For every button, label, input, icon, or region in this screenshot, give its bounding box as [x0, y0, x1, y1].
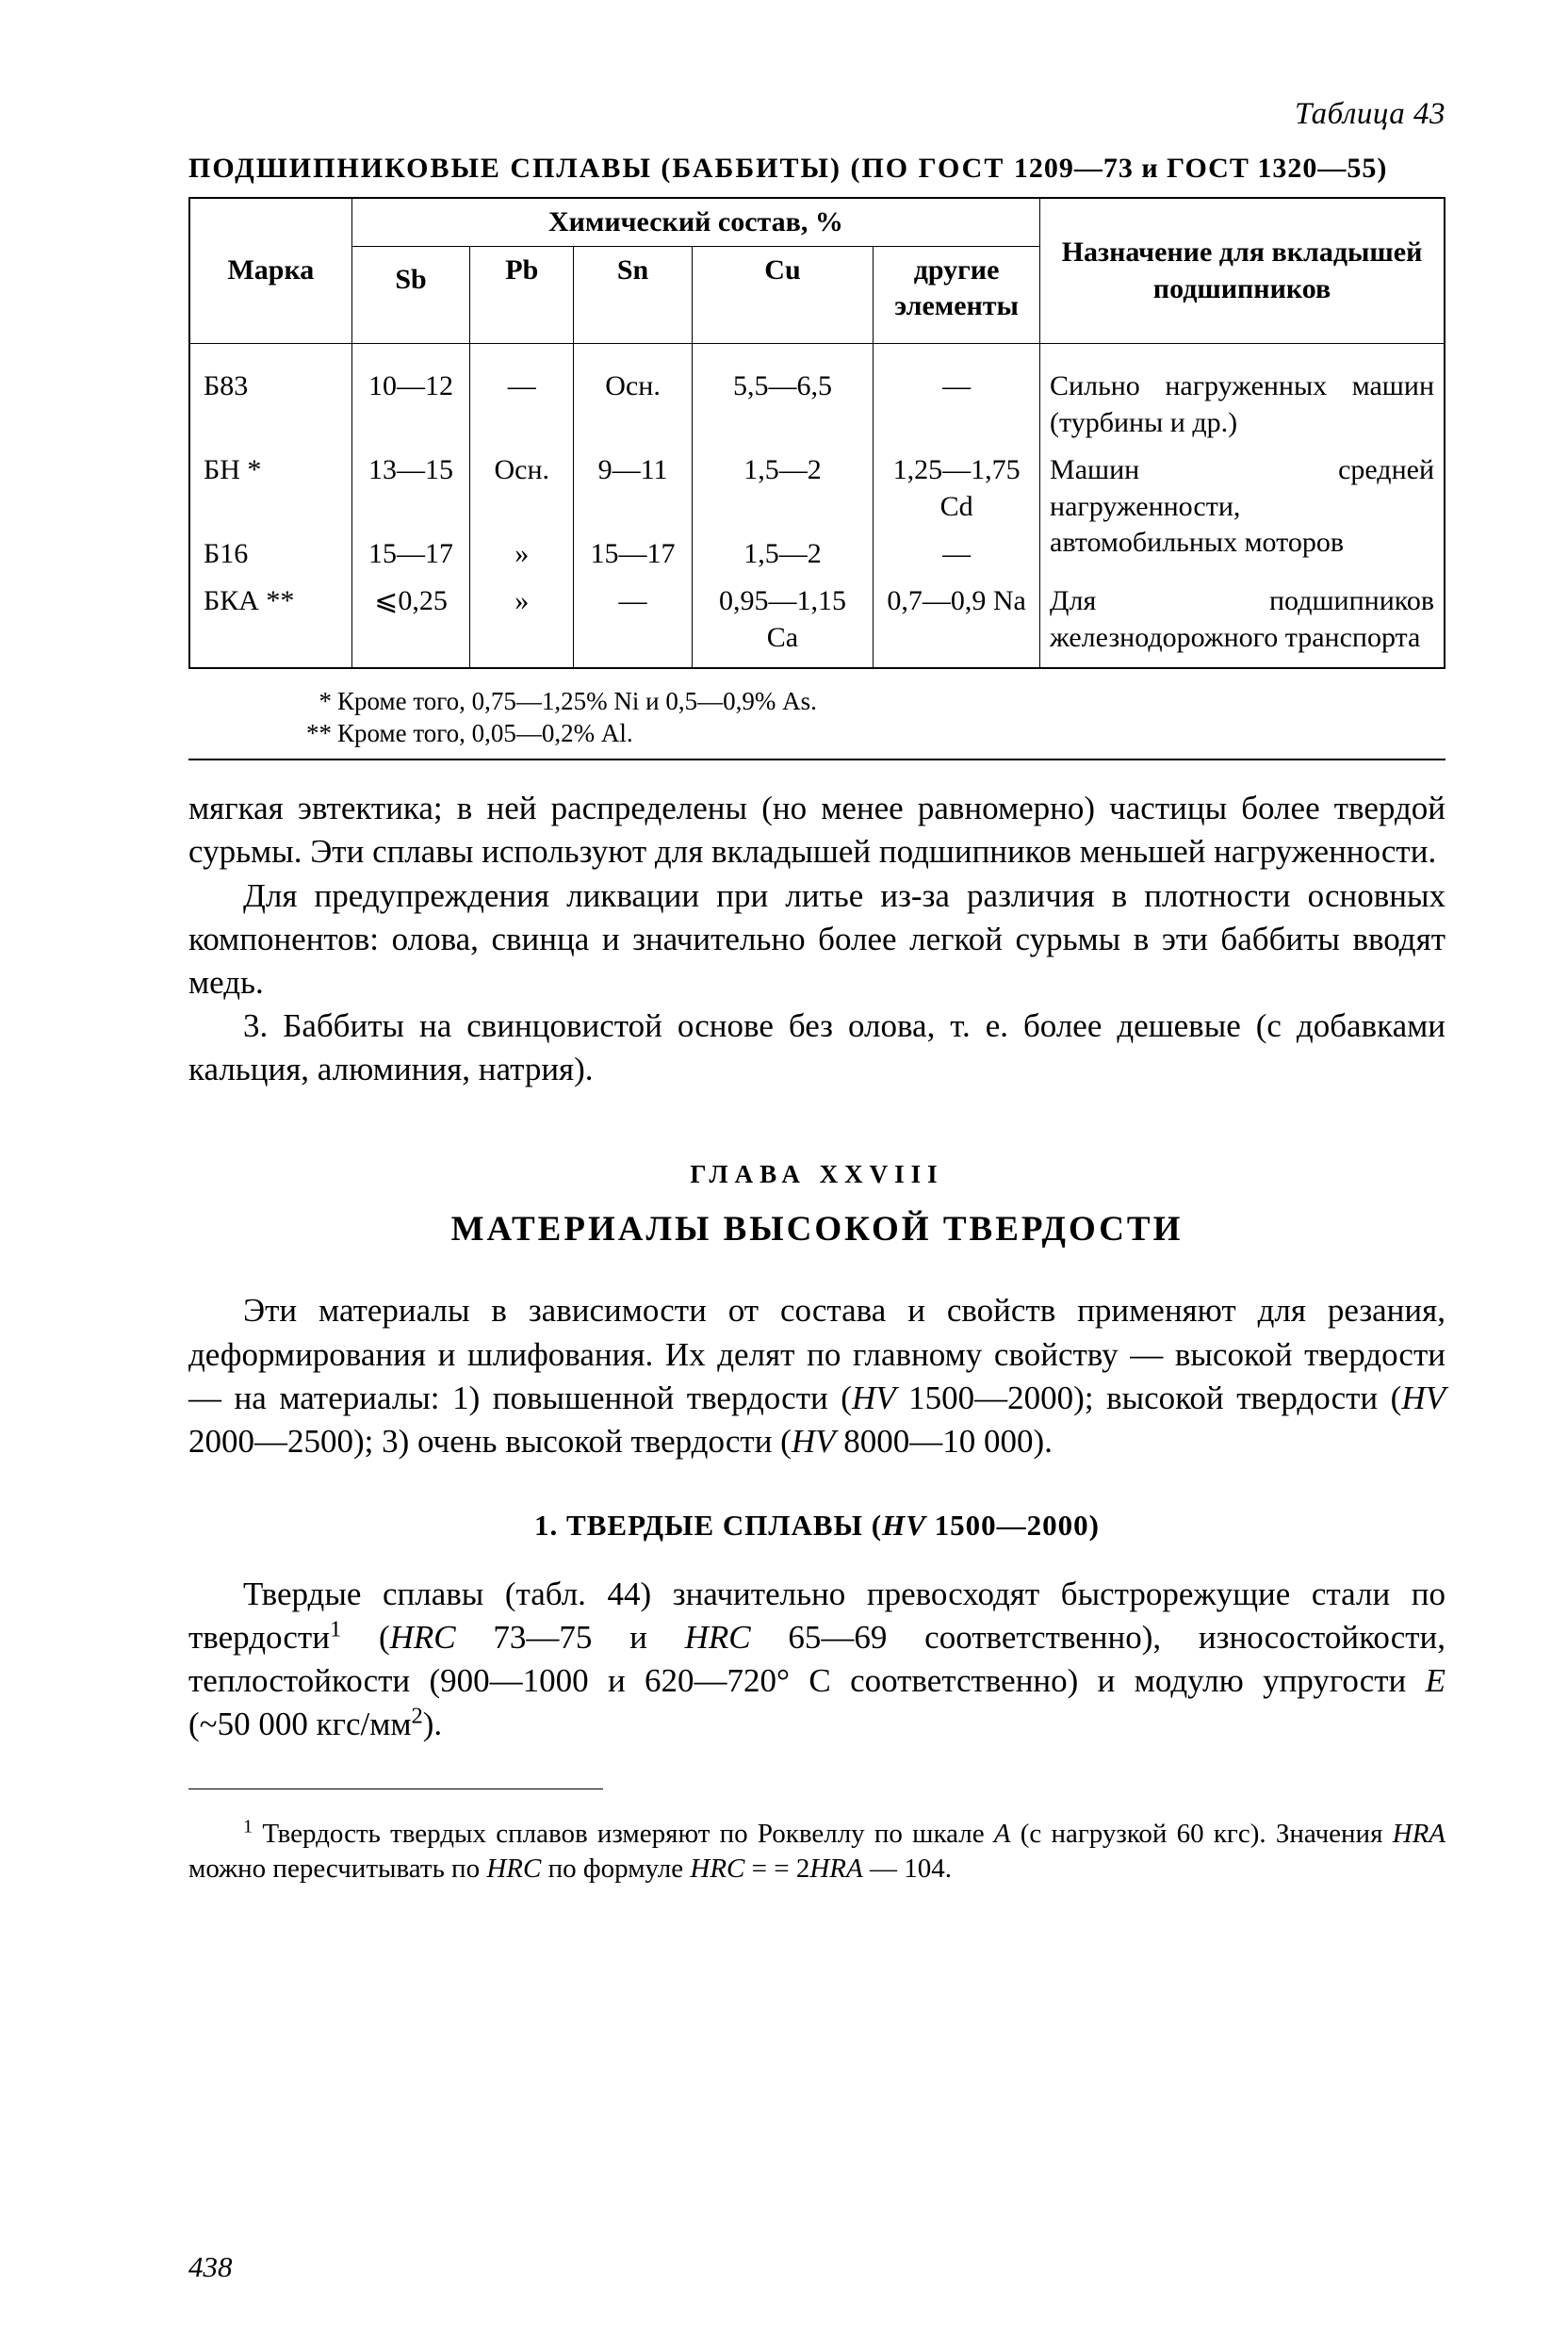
- text: 1. ТВЕРДЫЕ СПЛАВЫ (: [534, 1509, 882, 1542]
- text: ).: [423, 1706, 442, 1742]
- cell-marka: БН *: [189, 447, 351, 531]
- chapter-overline: ГЛАВА XXVIII: [188, 1158, 1446, 1191]
- cell-other: —: [874, 531, 1040, 578]
- col-cu: Cu: [692, 247, 873, 344]
- text: 1500—2000); высокой твердости (: [896, 1380, 1402, 1416]
- cell-marka: Б83: [189, 344, 351, 447]
- e-symbol: E: [1426, 1662, 1446, 1699]
- cell-sb: 10—12: [351, 344, 469, 447]
- table-title-main: ПОДШИПНИКОВЫЕ СПЛАВЫ (БАББИТЫ) (ПО ГОСТ: [188, 153, 1004, 184]
- cell-marka: Б16: [189, 531, 351, 578]
- paragraph-3: 3. Баббиты на свинцовистой основе без ол…: [188, 1004, 1446, 1091]
- paragraph-4: Эти материалы в зависимости от состава и…: [188, 1289, 1446, 1463]
- hra-symbol: HRA: [809, 1854, 862, 1884]
- chapter-title: МАТЕРИАЛЫ ВЫСОКОЙ ТВЕРДОСТИ: [188, 1207, 1446, 1251]
- col-pb: Pb: [470, 247, 574, 344]
- divider: [188, 759, 1446, 760]
- cell-pb: »: [470, 531, 574, 578]
- cell-sb: ⩽0,25: [351, 578, 469, 667]
- text: 8000—10 000).: [835, 1423, 1052, 1460]
- cell-assign: Сильно нагруженных машин (турбины и др.): [1040, 344, 1445, 447]
- cell-sn: Осн.: [574, 344, 692, 447]
- bottom-footnote: 1 Твердость твердых сплавов измеряют по …: [188, 1817, 1446, 1886]
- cell-pb: Осн.: [470, 447, 574, 531]
- babbit-table: Марка Химический состав, % Назначение дл…: [188, 197, 1446, 669]
- hv-symbol: HV: [852, 1380, 896, 1416]
- text: (~50 000 кгс/мм: [188, 1706, 412, 1742]
- cell-sb: 13—15: [351, 447, 469, 531]
- paragraph-2: Для предупреждения ликвации при литье из…: [188, 874, 1446, 1005]
- cell-cu: 1,5—2: [692, 447, 873, 531]
- footnote-2: Кроме того, 0,05—0,2% Al.: [337, 719, 633, 747]
- hrc-symbol: HRC: [486, 1854, 541, 1884]
- cell-cu: 1,5—2: [692, 531, 873, 578]
- col-other: другие элементы: [874, 247, 1040, 344]
- cell-pb: »: [470, 578, 574, 667]
- text: можно пересчитывать по: [188, 1854, 486, 1884]
- text: — 104.: [863, 1854, 952, 1884]
- text: Твердость твердых сплавов измеряют по Ро…: [253, 1819, 994, 1849]
- cell-other: 0,7—0,9 Na: [874, 578, 1040, 667]
- cell-sb: 15—17: [351, 531, 469, 578]
- page-number: 438: [188, 2248, 233, 2286]
- cell-sn: —: [574, 578, 692, 667]
- footnote-1: Кроме того, 0,75—1,25% Ni и 0,5—0,9% As.: [337, 687, 817, 715]
- hv-symbol: HV: [882, 1509, 926, 1542]
- text: (: [341, 1619, 389, 1656]
- cell-sn: 9—11: [574, 447, 692, 531]
- cell-other: 1,25—1,75 Cd: [874, 447, 1040, 531]
- cell-assign: Машин средней нагруженности, автомобильн…: [1040, 447, 1445, 578]
- col-chem: Химический состав, %: [351, 198, 1039, 247]
- text: = = 2: [744, 1854, 809, 1884]
- paragraph-5: Твердые сплавы (табл. 44) значительно пр…: [188, 1573, 1446, 1747]
- hv-symbol: HV: [792, 1423, 836, 1460]
- cell-other: —: [874, 344, 1040, 447]
- col-sb: Sb: [351, 247, 469, 344]
- cell-marka: БКА **: [189, 578, 351, 667]
- hra-symbol: HRA: [1393, 1819, 1446, 1849]
- table-footnotes: *Кроме того, 0,75—1,25% Ni и 0,5—0,9% As…: [292, 686, 1446, 750]
- page: Таблица 43 ПОДШИПНИКОВЫЕ СПЛАВЫ (БАББИТЫ…: [0, 0, 1568, 2352]
- col-assign: Назначение для вкладышей подшипников: [1040, 198, 1445, 344]
- footnote-ref: 1: [330, 1616, 341, 1642]
- table-number-label: Таблица 43: [188, 94, 1446, 134]
- hrc-symbol: HRC: [690, 1854, 744, 1884]
- text: (с нагрузкой 60 кгс). Значения: [1011, 1819, 1393, 1849]
- col-sn: Sn: [574, 247, 692, 344]
- hv-symbol: HV: [1401, 1380, 1446, 1416]
- text: 2000—2500); 3) очень высокой твердости (: [188, 1423, 792, 1460]
- text: 73—75 и: [456, 1619, 685, 1656]
- cell-cu: 5,5—6,5: [692, 344, 873, 447]
- footnote-marker: 1: [243, 1816, 253, 1837]
- table-title: ПОДШИПНИКОВЫЕ СПЛАВЫ (БАББИТЫ) (ПО ГОСТ …: [188, 151, 1446, 187]
- text: по формуле: [541, 1854, 690, 1884]
- col-marka: Марка: [189, 198, 351, 344]
- cell-pb: —: [470, 344, 574, 447]
- paragraph-1: мягкая эвтектика; в ней распределены (но…: [188, 787, 1446, 874]
- hrc-symbol: HRC: [685, 1619, 751, 1656]
- cell-assign: Для подшипников железнодорожного транспо…: [1040, 578, 1445, 667]
- scale-symbol: A: [994, 1819, 1011, 1849]
- superscript: 2: [412, 1704, 423, 1729]
- hrc-symbol: HRC: [390, 1619, 456, 1656]
- cell-sn: 15—17: [574, 531, 692, 578]
- cell-cu: 0,95—1,15 Ca: [692, 578, 873, 667]
- section-title: 1. ТВЕРДЫЕ СПЛАВЫ (HV 1500—2000): [188, 1507, 1446, 1544]
- text: 1500—2000): [926, 1509, 1100, 1542]
- footnote-rule: [188, 1788, 603, 1789]
- table-title-gost: 1209—73 и ГОСТ 1320—55): [1014, 153, 1388, 184]
